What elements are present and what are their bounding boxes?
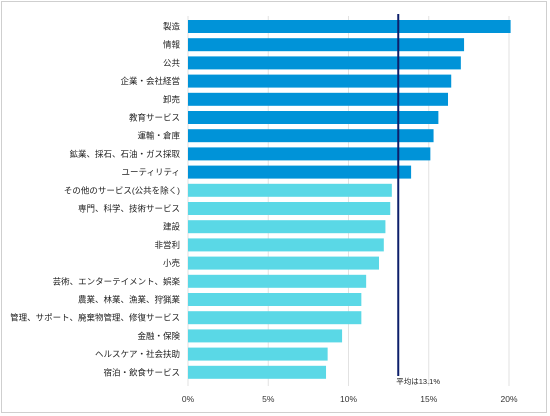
- bar-1: [188, 38, 465, 52]
- bar-3: [188, 74, 452, 88]
- category-label-1: 情報: [163, 40, 181, 50]
- bar-11: [188, 220, 386, 234]
- category-label-5: 教育サービス: [129, 113, 180, 123]
- category-label-14: 芸術、エンターテイメント、娯楽: [53, 276, 181, 286]
- bar-10: [188, 202, 391, 215]
- category-label-3: 企業・会社経営: [120, 76, 180, 86]
- bar-16: [188, 311, 362, 325]
- bar-7: [188, 147, 431, 161]
- category-label-0: 製造: [163, 22, 181, 32]
- category-label-9: その他のサービス(公共を除く): [64, 185, 180, 195]
- bar-17: [188, 329, 343, 343]
- category-label-17: 金融・保険: [137, 331, 180, 341]
- bar-9: [188, 183, 392, 197]
- category-label-7: 鉱業、採石、石油・ガス採取: [69, 149, 180, 159]
- category-label-10: 専門、科学、技術サービス: [78, 204, 180, 214]
- category-label-18: ヘルスケア・社会扶助: [95, 349, 180, 359]
- category-label-4: 卸売: [163, 94, 181, 104]
- bar-5: [188, 111, 439, 124]
- category-label-2: 公共: [163, 58, 181, 68]
- category-label-6: 運輸・倉庫: [137, 131, 180, 141]
- bar-14: [188, 274, 367, 288]
- bar-6: [188, 129, 434, 143]
- bar-8: [188, 165, 412, 179]
- category-label-15: 農業、林業、漁業、狩猟業: [78, 295, 181, 305]
- x-tick-label-1: 5%: [262, 394, 275, 404]
- x-tick-label-3: 15%: [420, 394, 437, 404]
- x-tick-label-4: 20%: [500, 394, 517, 404]
- average-label: 平均は13.1%: [396, 376, 440, 386]
- x-tick-label-2: 10%: [340, 394, 357, 404]
- category-label-8: ユーティリティ: [122, 167, 180, 177]
- bar-19: [188, 365, 327, 379]
- category-label-11: 建設: [163, 222, 181, 232]
- bar-18: [188, 347, 328, 361]
- bar-0: [188, 20, 511, 33]
- category-label-19: 宿泊・飲食サービス: [103, 367, 180, 377]
- bar-15: [188, 293, 362, 306]
- category-label-12: 非営利: [154, 240, 180, 250]
- category-label-13: 小売: [163, 258, 181, 268]
- bar-13: [188, 256, 379, 270]
- bar-2: [188, 56, 461, 70]
- bar-12: [188, 238, 384, 252]
- bar-4: [188, 92, 449, 106]
- category-label-16: 管理、サポート、廃棄物管理、修復サービス: [10, 313, 180, 323]
- x-tick-label-0: 0%: [182, 394, 195, 404]
